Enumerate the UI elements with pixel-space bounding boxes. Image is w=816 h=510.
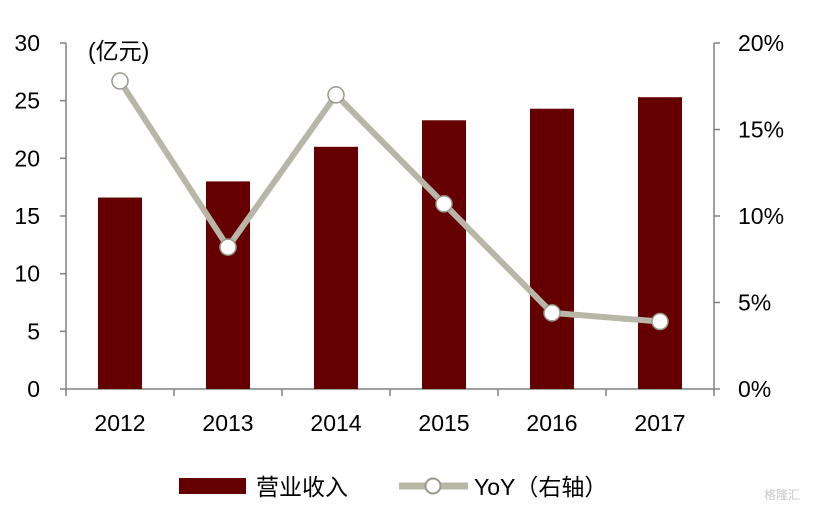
x-tick-label: 2017 bbox=[634, 410, 685, 436]
watermark: 格隆汇 bbox=[764, 487, 800, 502]
left-tick-label: 25 bbox=[14, 88, 40, 114]
x-tick-label: 2015 bbox=[418, 410, 469, 436]
legend: 营业收入 YoY（右轴） bbox=[179, 474, 607, 500]
x-tick-label: 2012 bbox=[94, 410, 145, 436]
x-tick-label: 2016 bbox=[526, 410, 577, 436]
revenue-bar bbox=[530, 108, 574, 390]
right-tick-label: 0% bbox=[738, 376, 771, 402]
left-tick-label: 10 bbox=[14, 261, 40, 287]
right-tick-label: 10% bbox=[738, 203, 784, 229]
revenue-bar bbox=[98, 197, 142, 389]
left-tick-label: 0 bbox=[27, 376, 40, 402]
axes bbox=[65, 43, 715, 390]
yoy-series-line bbox=[117, 79, 661, 325]
right-axis-ticks: 0% 5% 10% 15% 20% bbox=[714, 30, 784, 402]
legend-line-label: YoY（右轴） bbox=[474, 474, 607, 500]
left-tick-label: 5 bbox=[27, 318, 40, 344]
yoy-point bbox=[435, 195, 453, 213]
left-axis-ticks: 0 5 10 15 20 25 30 bbox=[14, 30, 66, 402]
revenue-bar bbox=[314, 146, 358, 389]
yoy-point bbox=[219, 238, 237, 256]
left-tick-label: 20 bbox=[14, 145, 40, 171]
yoy-point bbox=[651, 312, 669, 331]
revenue-bar bbox=[638, 97, 682, 389]
legend-line-marker bbox=[424, 477, 442, 495]
yoy-point bbox=[327, 86, 345, 104]
right-tick-label: 15% bbox=[738, 117, 784, 143]
revenue-bar bbox=[422, 120, 466, 390]
legend-bar-label: 营业收入 bbox=[256, 474, 348, 500]
yoy-point bbox=[111, 72, 129, 90]
x-tick-label: 2014 bbox=[310, 410, 361, 436]
yoy-point bbox=[543, 304, 561, 322]
right-tick-label: 20% bbox=[738, 30, 784, 56]
yoy-line bbox=[111, 72, 669, 331]
left-tick-label: 30 bbox=[14, 30, 40, 56]
legend-bar-swatch bbox=[179, 478, 246, 494]
right-tick-label: 5% bbox=[738, 290, 771, 316]
left-tick-label: 15 bbox=[14, 203, 40, 229]
revenue-bars bbox=[98, 97, 682, 390]
left-axis-unit-label: (亿元) bbox=[88, 38, 149, 64]
revenue-bar bbox=[206, 181, 250, 389]
x-axis-ticks: 2012 2013 2014 2015 2016 2017 bbox=[65, 389, 715, 436]
x-tick-label: 2013 bbox=[202, 410, 253, 436]
